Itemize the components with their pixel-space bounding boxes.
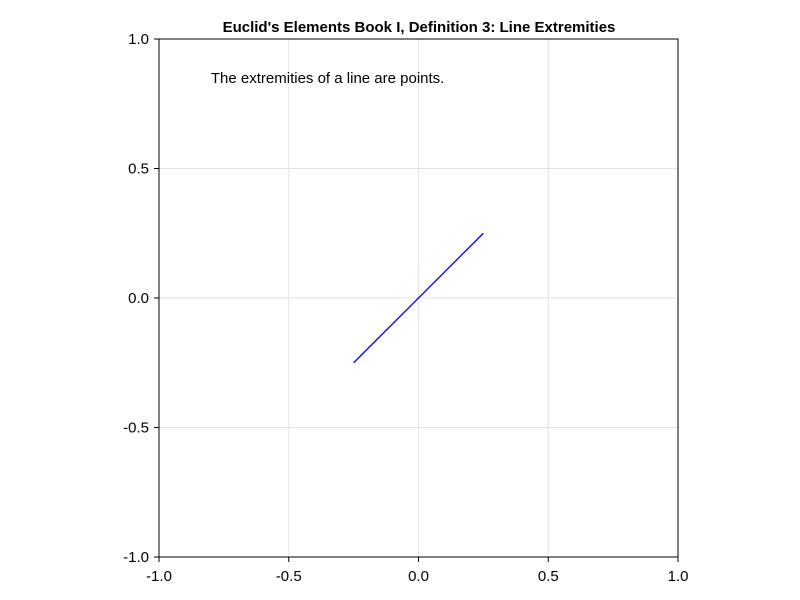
x-tick-label: 1.0: [668, 568, 689, 585]
x-tick-label: -0.5: [276, 568, 302, 585]
y-tick-label: -0.5: [123, 420, 149, 437]
line-segment: [353, 232, 484, 364]
chart-title: Euclid's Elements Book I, Definition 3: …: [223, 19, 616, 36]
annotation-text: The extremities of a line are points.: [211, 70, 444, 87]
y-tick-label: -1.0: [123, 549, 149, 566]
axis-ticks: -1.0 -0.5 0.0 0.5 1.0 1.0 0.5 0.0 -0.5 -1.0: [123, 31, 688, 585]
x-tick-label: 0.0: [408, 568, 429, 585]
y-tick-label: 0.5: [128, 161, 149, 178]
annotations: The extremities of a line are points.: [211, 70, 444, 87]
series-layer: [353, 232, 484, 364]
x-tick-label: 0.5: [538, 568, 559, 585]
y-tick-label: 1.0: [128, 31, 149, 48]
x-tick-label: -1.0: [146, 568, 172, 585]
y-tick-label: 0.0: [128, 290, 149, 307]
